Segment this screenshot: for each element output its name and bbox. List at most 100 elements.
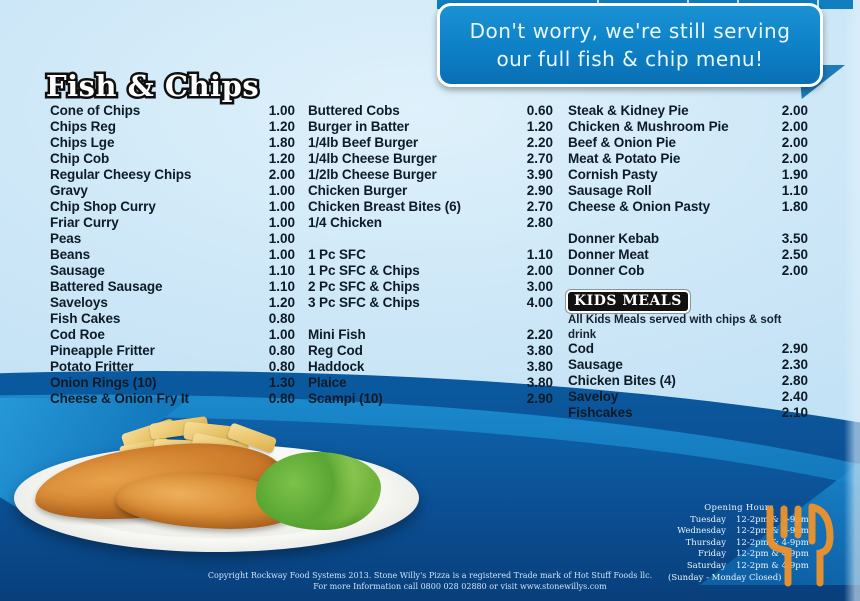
menu-item-row: Sausage 1.10 [50,263,295,279]
menu-item-price: 1.90 [781,167,808,182]
page-title: Fish & Chips [43,67,261,106]
menu-item-price: 3.80 [526,359,553,374]
menu-item-name: 1 Pc SFC [308,247,366,262]
menu-item-row: Donner Meat 2.50 [568,247,808,263]
menu-item-price: 1.20 [268,119,295,134]
menu-item-row: Chicken Bites (4) 2.80 [568,373,808,389]
menu-item-name: Cornish Pasty [568,167,658,182]
menu-item-name: Fish Cakes [50,311,121,326]
menu-item-name: 1/2lb Cheese Burger [308,167,437,182]
menu-item-row: Regular Cheesy Chips 2.00 [50,167,295,183]
menu-item-name: Regular Cheesy Chips [50,167,192,182]
menu-item-name: Sausage Roll [568,183,652,198]
menu-item-price: 1.00 [268,327,295,342]
footer-line-2: For more Information call 0800 028 02880… [313,582,607,591]
menu-item-price: 0.80 [268,359,295,374]
menu-item-row: Cornish Pasty 1.90 [568,167,808,183]
menu-item-row: Chip Cob 1.20 [50,151,295,167]
menu-item-row: Onion Rings (10) 1.30 [50,375,295,391]
menu-item-name: Chicken & Mushroom Pie [568,119,729,134]
menu-item-row: 2 Pc SFC & Chips 3.00 [308,279,553,295]
menu-item-row: Haddock 3.80 [308,359,553,375]
menu-item-row: 1/4 Chicken 2.80 [308,215,553,231]
menu-item-name: Cod Roe [50,327,105,342]
menu-item-row: Beef & Onion Pie 2.00 [568,135,808,151]
menu-item-name: Peas [50,231,82,246]
menu-item-row: Chips Lge 1.80 [50,135,295,151]
menu-item-price: 1.10 [781,183,808,198]
menu-item-name: Fishcakes [568,405,633,420]
menu-item-price: 2.40 [781,389,808,404]
menu-item-price: 2.90 [526,391,553,406]
menu-item-price: 2.50 [781,247,808,262]
salad-garnish [256,452,381,530]
menu-item-row: 1/2lb Cheese Burger 3.90 [308,167,553,183]
menu-item-name: Chicken Burger [308,183,408,198]
menu-item-row: Gravy 1.00 [50,183,295,199]
menu-item-name: Reg Cod [308,343,363,358]
menu-item-row: Chicken & Mushroom Pie 2.00 [568,119,808,135]
menu-item-name: 2 Pc SFC & Chips [308,279,420,294]
menu-item-price: 3.80 [526,343,553,358]
group-spacer [568,215,808,231]
menu-item-price: 1.20 [268,295,295,310]
opening-hours-closed-note: (Sunday - Monday Closed) [668,572,782,583]
menu-item-name: Saveloys [50,295,108,310]
menu-item-price: 2.00 [781,151,808,166]
opening-hours-row: Saturday 12-2pm & 4-9pm [654,561,854,573]
menu-item-row: Sausage 2.30 [568,357,808,373]
menu-item-price: 2.00 [526,263,553,278]
menu-item-row: 1/4lb Cheese Burger 2.70 [308,151,553,167]
decorative-right-edge [844,0,860,601]
menu-item-name: Steak & Kidney Pie [568,103,689,118]
menu-item-price: 3.50 [781,231,808,246]
menu-item-price: 0.80 [268,343,295,358]
menu-item-name: 1/4 Chicken [308,215,382,230]
menu-item-row: Peas 1.00 [50,231,295,247]
menu-item-name: Potato Fritter [50,359,134,374]
menu-item-price: 1.20 [268,151,295,166]
menu-item-price: 1.10 [526,247,553,262]
menu-item-price: 2.80 [781,373,808,388]
opening-hours-title: Opening Hours [704,503,774,513]
menu-item-row: Saveloy 2.40 [568,389,808,405]
menu-item-price: 1.00 [268,199,295,214]
menu-item-price: 2.90 [526,183,553,198]
menu-item-row: Donner Kebab 3.50 [568,231,808,247]
menu-item-row: Beans 1.00 [50,247,295,263]
menu-item-row: Cheese & Onion Pasty 1.80 [568,199,808,215]
opening-hours-day: Wednesday [677,526,726,537]
menu-item-row: Burger in Batter 1.20 [308,119,553,135]
menu-item-row: Meat & Potato Pie 2.00 [568,151,808,167]
menu-item-row: Cone of Chips 1.00 [50,103,295,119]
kids-meals-heading: KIDS MEALS [568,292,688,311]
menu-item-name: Scampi (10) [308,391,383,406]
menu-item-name: Cheese & Onion Fry It [50,391,189,406]
menu-item-name: 1 Pc SFC & Chips [308,263,420,278]
menu-item-row: Steak & Kidney Pie 2.00 [568,103,808,119]
menu-item-name: Chips Lge [50,135,115,150]
opening-hours-time: 12-2pm & 4-9pm [736,560,809,571]
menu-item-price: 0.60 [526,103,553,118]
menu-item-price: 1.80 [268,135,295,150]
menu-item-row: Cod Roe 1.00 [50,327,295,343]
group-spacer [308,311,553,327]
menu-item-name: 1/4lb Beef Burger [308,135,419,150]
food-photo [8,416,428,558]
menu-item-row: Mini Fish 2.20 [308,327,553,343]
menu-item-price: 2.30 [781,357,808,372]
banner-line-2: our full fish & chip menu! [496,47,764,71]
menu-item-row: Friar Curry 1.00 [50,215,295,231]
menu-item-row: 1 Pc SFC & Chips 2.00 [308,263,553,279]
menu-item-name: Chicken Breast Bites (6) [308,199,461,214]
menu-item-row: Chips Reg 1.20 [50,119,295,135]
menu-item-name: Chicken Bites (4) [568,373,676,388]
menu-column-1: Cone of Chips 1.00 Chips Reg 1.20 Chips Lge 1… [50,103,295,407]
menu-item-row: Buttered Cobs 0.60 [308,103,553,119]
menu-item-price: 3.80 [526,375,553,390]
menu-item-row: Scampi (10) 2.90 [308,391,553,407]
menu-item-price: 4.00 [526,295,553,310]
opening-hours-day: Thursday [685,537,726,548]
opening-hours-row: Friday 12-2pm & 4-9pm [654,549,854,561]
